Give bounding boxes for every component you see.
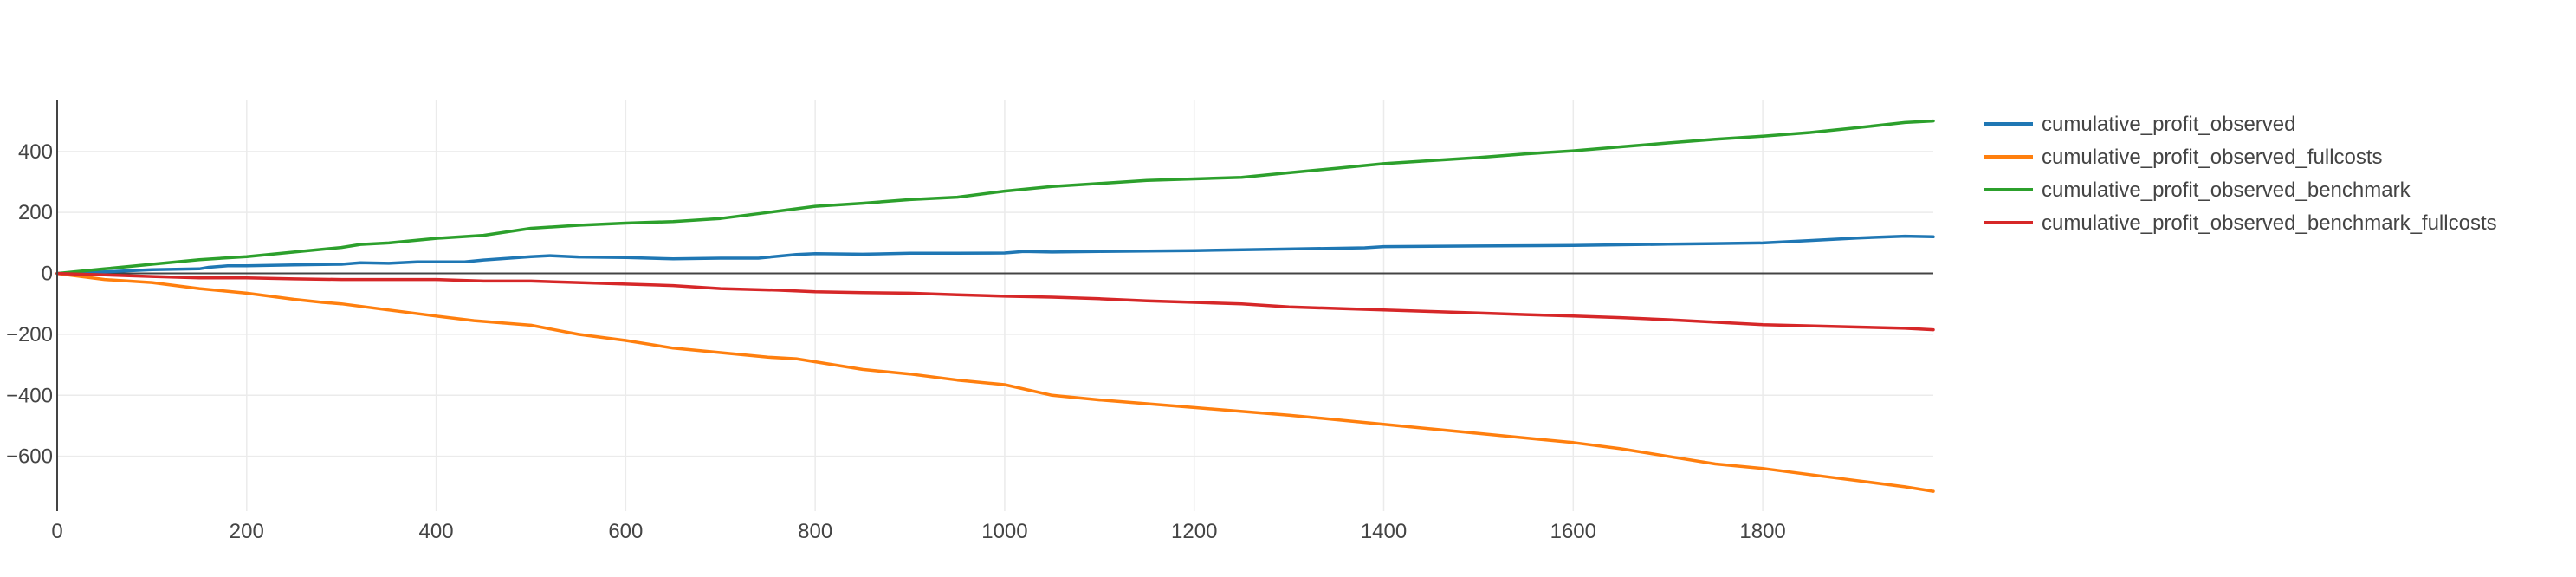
legend-label: cumulative_profit_observed_benchmark [2042,178,2411,202]
legend-item[interactable]: cumulative_profit_observed_benchmark [1984,178,2411,202]
y-tick-label: 0 [42,263,53,286]
axes: 0 200 400 600 800 1000 1200 1400 1600 1800 −600 −40… [6,100,1786,543]
legend-item[interactable]: cumulative_profit_observed [1984,113,2296,136]
legend-label: cumulative_profit_observed_fullcosts [2042,146,2383,169]
x-tick-label: 400 [419,520,454,543]
y-tick-label: −400 [6,384,53,407]
grid [57,100,1933,511]
y-tick-label: 400 [18,140,53,164]
series-line-4 [55,271,1935,332]
legend-item[interactable]: cumulative_profit_observed_benchmark_ful… [1984,211,2497,235]
plot-area [55,119,1935,493]
x-tick-label: 800 [798,520,832,543]
x-tick-label: 600 [608,520,643,543]
x-tick-label: 1200 [1171,520,1217,543]
x-tick-label: 1400 [1361,520,1407,543]
y-tick-label: −600 [6,445,53,469]
legend-label: cumulative_profit_observed_benchmark_ful… [2042,211,2497,235]
legend[interactable]: cumulative_profit_observed cumulative_pro… [1984,113,2497,235]
x-tick-label: 200 [230,520,264,543]
x-tick-label: 1600 [1550,520,1596,543]
x-tick-label: 1800 [1739,520,1785,543]
y-tick-label: −200 [6,323,53,347]
x-tick-label: 0 [51,520,62,543]
legend-item[interactable]: cumulative_profit_observed_fullcosts [1984,146,2383,169]
legend-label: cumulative_profit_observed [2042,113,2296,136]
y-tick-label: 200 [18,201,53,224]
series-line-3 [55,119,1935,276]
series-line-2 [55,271,1935,493]
x-tick-label: 1000 [981,520,1027,543]
series-line-1 [55,234,1935,276]
